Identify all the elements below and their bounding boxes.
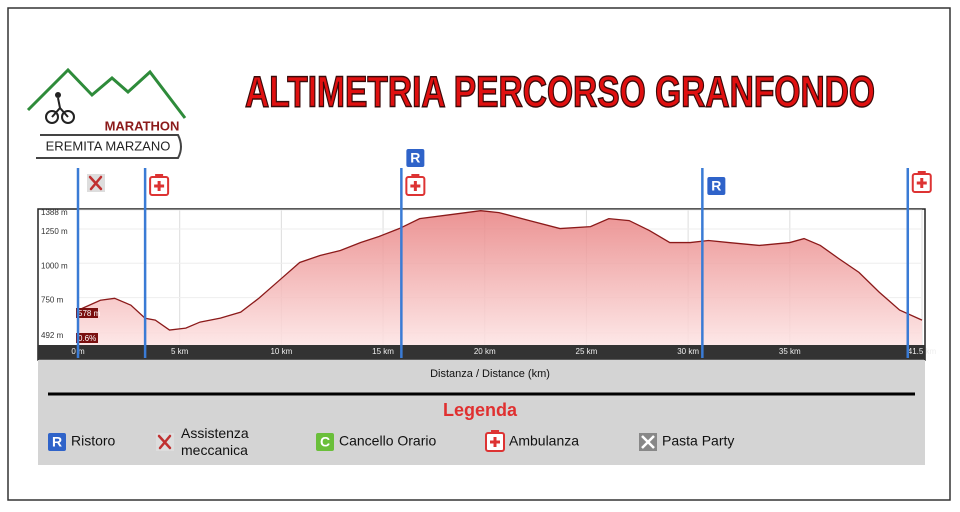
annotation: 0.6% <box>78 334 96 343</box>
y-tick-label: 750 m <box>41 296 64 305</box>
logo-bottom: EREMITA MARZANO <box>46 138 171 153</box>
icon <box>485 430 505 452</box>
icon-top <box>155 174 164 178</box>
icon: R <box>48 433 66 451</box>
y-tick-label: 1388 m <box>41 208 68 217</box>
annotation-box <box>76 308 98 318</box>
y-tick-label: 492 m <box>41 331 64 340</box>
icon-box <box>406 149 425 167</box>
icon <box>911 171 932 193</box>
logo: MARATHON EREMITA MARZANO <box>26 67 187 159</box>
legend-title: Legenda <box>443 400 518 420</box>
annotation: 578 m <box>78 309 101 318</box>
legend-label: Cancello Orario <box>339 433 436 449</box>
icon <box>87 174 105 192</box>
legend-label-line: Assistenza <box>181 425 249 441</box>
x-axis-label: Distanza / Distance (km) <box>430 368 550 380</box>
icon-top <box>491 430 499 434</box>
icon <box>156 433 174 451</box>
icon-top <box>411 174 420 178</box>
wrench <box>88 175 103 191</box>
cross <box>490 437 500 447</box>
icon: C <box>316 433 334 451</box>
icon <box>149 174 170 196</box>
legend-label: Assistenza meccanica <box>181 425 249 458</box>
x-tick-label: 5 km <box>171 347 189 356</box>
icon-box <box>316 433 334 451</box>
chart-title: ALTIMETRIA PERCORSO GRANFONDO <box>245 68 875 117</box>
legend-band <box>38 360 925 465</box>
icon-box <box>48 433 66 451</box>
icon: R <box>707 177 726 195</box>
x-tick-label: 41.5 km <box>908 347 937 356</box>
icon-letter: R <box>711 178 721 194</box>
icon <box>405 174 426 196</box>
annotation-box <box>76 333 98 343</box>
legend-label: Ambulanza <box>509 433 579 449</box>
x-tick-label: 15 km <box>372 347 394 356</box>
icon-letter: C <box>320 434 330 450</box>
x-tick-label: 30 km <box>677 347 699 356</box>
cross <box>154 181 165 191</box>
y-tick-label: 1000 m <box>41 261 68 270</box>
x-tick-label: 20 km <box>474 347 496 356</box>
y-tick-label: 1250 m <box>41 227 68 236</box>
icon-letter: R <box>52 434 62 450</box>
profile-line <box>77 210 923 331</box>
wrench <box>157 434 172 450</box>
x-tick-label: 35 km <box>779 347 801 356</box>
x-tick-label: 10 km <box>270 347 292 356</box>
cross <box>916 178 927 188</box>
icon-letter: R <box>410 150 420 166</box>
area <box>78 210 922 345</box>
legend-label-line: meccanica <box>181 442 248 458</box>
x-tick-label: 25 km <box>576 347 598 356</box>
icon-top <box>917 171 926 175</box>
icon: R <box>406 149 425 167</box>
x-mark <box>641 435 655 449</box>
icon-box <box>707 177 726 195</box>
logo-top: MARATHON <box>105 118 180 133</box>
icon <box>639 433 657 451</box>
cross <box>410 181 421 191</box>
legend-label: Ristoro <box>71 433 116 449</box>
legend-label: Pasta Party <box>662 433 734 449</box>
